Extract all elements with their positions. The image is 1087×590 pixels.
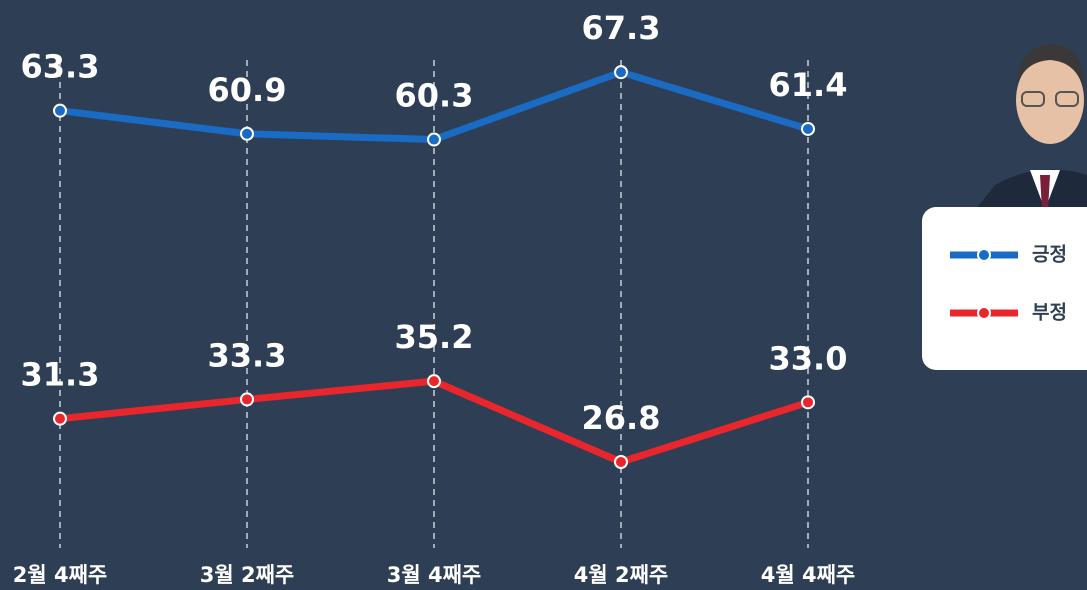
chart: 2월 4째주 3월 2째주 3월 4째주 4월 2째주 4월 4째주 63.3 60.9 60… [0,0,1087,590]
value-label: 31.3 [21,356,100,394]
data-point [241,128,253,140]
legend-box [922,207,1087,370]
value-label: 26.8 [582,399,661,437]
x-tick-label: 4월 4째주 [761,563,856,587]
value-label: 63.3 [21,48,100,86]
data-point [54,413,66,425]
value-label: 33.3 [208,336,287,374]
data-point [615,66,627,78]
value-label: 60.9 [208,71,287,109]
value-label: 35.2 [395,318,474,356]
data-point [802,396,814,408]
data-point [241,393,253,405]
x-tick-label: 3월 2째주 [200,563,295,587]
data-point [428,375,440,387]
legend-swatch-dot [978,307,990,319]
value-label: 61.4 [769,66,848,104]
portrait [975,44,1087,210]
value-label: 67.3 [582,9,661,47]
x-tick-label: 4월 2째주 [574,563,669,587]
x-tick-label: 2월 4째주 [13,563,108,587]
legend-swatch-dot [978,249,990,261]
data-point [428,134,440,146]
value-label: 60.3 [395,77,474,115]
data-point [54,105,66,117]
value-label: 33.0 [769,339,848,377]
legend-label: 부정 [1032,302,1067,324]
x-tick-label: 3월 4째주 [387,563,482,587]
data-point [615,456,627,468]
legend-label: 긍정 [1032,244,1067,266]
data-point [802,123,814,135]
